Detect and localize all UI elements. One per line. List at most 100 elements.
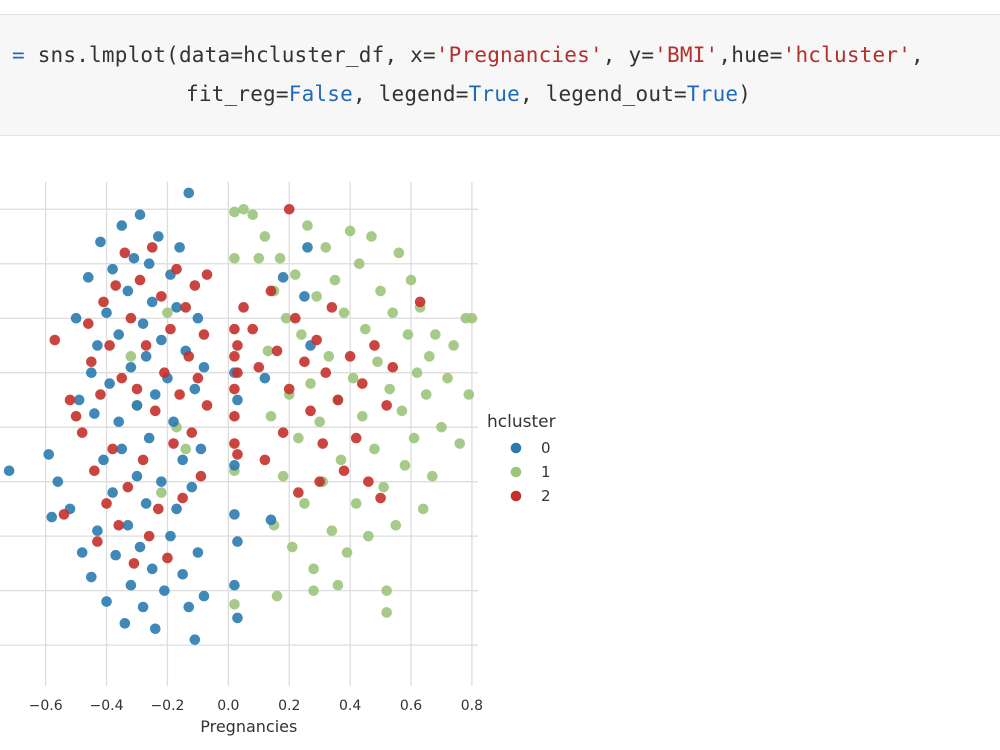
point-cluster-0 [113,329,125,340]
point-cluster-0 [259,372,271,384]
point-cluster-0 [125,361,137,373]
point-cluster-1 [399,460,411,471]
point-cluster-1 [357,410,368,422]
point-cluster-2 [314,476,325,487]
point-cluster-1 [353,258,365,270]
point-cluster-1 [162,307,173,319]
point-cluster-2 [64,394,76,406]
point-cluster-2 [177,492,188,504]
point-cluster-0 [116,443,128,455]
point-cluster-0 [189,634,201,645]
point-cluster-0 [82,272,94,283]
point-cluster-2 [229,383,240,395]
point-cluster-0 [299,291,310,302]
point-cluster-2 [247,323,259,335]
point-cluster-2 [305,405,316,417]
point-cluster-2 [299,356,310,368]
point-cluster-1 [259,231,271,242]
line1-token-3: , y= [602,43,655,67]
point-cluster-0 [137,601,149,613]
point-cluster-2 [162,552,173,564]
line2-token-4: , legend_out= [519,82,687,106]
legend-marker-2 [510,490,522,502]
point-cluster-2 [229,410,240,422]
point-cluster-2 [414,296,426,308]
point-cluster-1 [466,312,478,324]
point-cluster-1 [238,203,249,215]
point-cluster-0 [73,394,85,406]
point-cluster-2 [140,340,152,351]
point-cluster-0 [156,334,167,346]
point-cluster-1 [360,323,371,335]
point-cluster-1 [381,607,392,618]
point-cluster-1 [280,312,292,324]
x-tick-label: −0.2 [150,698,184,714]
point-cluster-2 [58,509,70,520]
point-cluster-0 [168,416,179,428]
line1-token-1: sns.lmplot(data=hcluster_df, x= [37,43,436,67]
point-cluster-1 [363,530,374,542]
point-cluster-2 [76,427,88,438]
point-cluster-0 [122,285,134,297]
point-cluster-0 [128,252,140,264]
point-cluster-2 [283,383,295,395]
point-cluster-1 [344,225,356,237]
point-cluster-2 [198,329,210,340]
point-cluster-2 [369,340,380,351]
point-cluster-0 [232,536,243,547]
point-cluster-0 [131,400,143,411]
point-cluster-2 [125,312,137,324]
point-cluster-2 [134,274,146,286]
point-cluster-2 [189,280,201,291]
point-cluster-0 [183,187,195,199]
point-cluster-0 [107,487,118,498]
point-cluster-1 [427,470,438,482]
point-cluster-0 [232,394,243,406]
point-cluster-1 [247,209,259,220]
point-cluster-2 [186,427,198,438]
point-cluster-1 [417,503,429,515]
point-cluster-2 [326,302,338,313]
point-cluster-2 [232,340,243,351]
point-cluster-0 [198,590,210,602]
point-cluster-2 [229,323,240,335]
point-cluster-1 [262,345,274,357]
point-cluster-2 [82,318,94,329]
point-cluster-0 [198,361,210,373]
x-tick-label: 0.0 [217,698,239,714]
point-cluster-2 [89,465,100,477]
code-cell[interactable]: = sns.lmplot(data=hcluster_df, x='Pregna… [0,14,1000,136]
point-cluster-0 [229,460,240,471]
point-cluster-0 [89,408,100,419]
point-cluster-2 [146,242,158,253]
point-cluster-0 [192,312,204,324]
point-cluster-1 [305,378,316,389]
point-cluster-2 [153,503,164,515]
point-cluster-0 [134,541,146,553]
code-line-1: = sns.lmplot(data=hcluster_df, x='Pregna… [12,43,924,67]
point-cluster-2 [107,443,118,455]
point-cluster-2 [232,449,243,460]
point-cluster-0 [113,416,125,428]
point-cluster-1 [436,421,447,433]
point-cluster-0 [277,272,289,283]
point-cluster-2 [149,405,161,417]
point-cluster-2 [229,438,240,449]
point-cluster-1 [402,329,414,340]
point-cluster-1 [378,481,389,493]
legend-label-2: 2 [541,487,551,505]
point-cluster-0 [104,378,115,389]
point-cluster-0 [302,242,313,253]
point-cluster-0 [116,220,128,231]
point-cluster-2 [137,454,149,466]
point-cluster-2 [128,558,140,569]
point-cluster-2 [232,367,243,379]
point-cluster-1 [369,443,380,455]
point-cluster-0 [192,547,204,558]
point-cluster-2 [168,438,179,449]
point-cluster-1 [274,252,286,264]
line2-token-3: True [468,82,520,106]
point-cluster-0 [43,449,55,460]
point-cluster-0 [171,302,182,313]
point-cluster-1 [347,372,359,384]
